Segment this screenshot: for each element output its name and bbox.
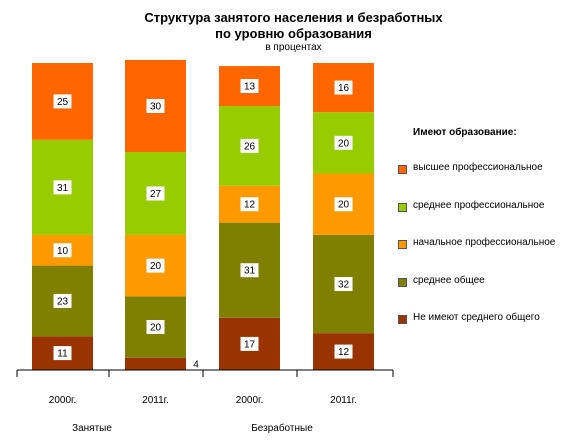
data-label: 10 [57,246,69,257]
data-label: 13 [244,82,256,93]
data-label-bg [190,356,202,371]
data-label: 31 [57,183,69,194]
chart-title: Структура занятого населения и безработн… [0,10,587,42]
data-label-bg [334,277,353,292]
chart-subtitle: в процентах [265,42,322,53]
legend-label: высшее профессиональное [413,162,543,173]
data-label: 12 [244,200,256,211]
legend-swatch [398,240,407,249]
data-label-bg [53,346,72,361]
data-label-bg [334,80,353,95]
legend-label: среднее общее [413,274,485,286]
legend-item: среднее общее [398,275,555,313]
chart-title-line2: по уровню образования [215,26,372,41]
data-label: 20 [338,200,350,211]
x-group-label: Занятые [72,423,112,434]
x-tick-label: 2011г. [330,395,357,406]
x-tick-label: 2000г. [48,395,77,406]
legend-item: начальное профессиональное [398,237,555,275]
data-label: 4 [193,359,199,370]
bar-segment [125,357,186,370]
data-label: 17 [244,339,256,350]
data-label-bg [53,94,72,109]
data-label: 30 [150,101,162,112]
data-label-bg [334,197,353,212]
legend-label: Не имеют среднего общего [413,312,540,323]
legend-item: Не имеют среднего общего [398,312,555,350]
data-label-bg [240,263,259,278]
legend-label: среднее профессиональное [413,199,545,211]
data-label-bg [240,79,259,94]
data-label: 20 [338,138,350,149]
data-label: 16 [338,83,350,94]
data-label-bg [53,180,72,195]
data-label-bg [146,98,165,113]
x-group-label: Безработные [251,423,313,434]
data-label: 20 [150,323,162,334]
legend-swatch [398,165,407,174]
data-label: 32 [338,280,350,291]
data-label-bg [240,138,259,153]
x-tick-label: 2000г. [235,395,264,406]
data-label: 27 [150,189,162,200]
data-label: 31 [244,266,256,277]
data-label: 25 [57,97,69,108]
data-label-bg [334,344,353,359]
legend-label: начальное профессиональное [413,237,556,248]
chart-title-line1: Структура занятого населения и безработн… [144,10,443,25]
data-label: 26 [244,141,256,152]
data-label-bg [53,293,72,308]
data-label-bg [146,258,165,273]
legend-swatch [398,202,407,212]
data-label-bg [146,186,165,201]
legend: высшее профессиональное среднее профессио… [398,162,555,350]
data-label-bg [146,320,165,335]
data-label-bg [334,135,353,150]
legend-item: среднее профессиональное [398,200,555,238]
data-label: 23 [57,296,69,307]
data-label: 12 [338,347,350,358]
legend-item: высшее профессиональное [398,162,555,200]
legend-swatch [398,277,407,287]
legend-swatch [398,315,407,324]
legend-title: Имеют образование: [413,127,517,138]
data-label-bg [240,336,259,351]
data-label-bg [240,197,259,212]
data-label-bg [53,243,72,258]
data-label: 20 [150,261,162,272]
data-label: 11 [57,349,68,360]
x-tick-label: 2011г. [142,395,169,406]
